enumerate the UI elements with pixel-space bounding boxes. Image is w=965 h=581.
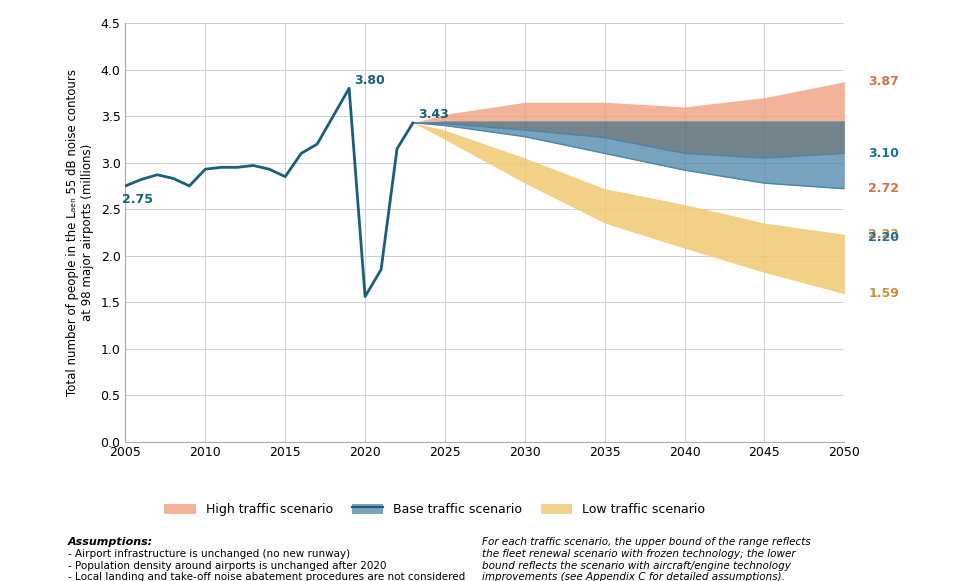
Text: 3.10: 3.10 xyxy=(868,147,899,160)
Text: 2.20: 2.20 xyxy=(868,231,899,243)
Text: 2.72: 2.72 xyxy=(868,182,899,195)
Text: - Airport infrastructure is unchanged (no new runway)
- Population density aroun: - Airport infrastructure is unchanged (n… xyxy=(68,549,465,581)
Text: Assumptions:: Assumptions: xyxy=(68,537,152,547)
Text: 3.43: 3.43 xyxy=(418,108,449,121)
Legend: High traffic scenario, Base traffic scenario, Low traffic scenario: High traffic scenario, Base traffic scen… xyxy=(159,498,710,521)
Text: For each traffic scenario, the upper bound of the range reflects
the fleet renew: For each traffic scenario, the upper bou… xyxy=(482,537,812,581)
Text: 3.80: 3.80 xyxy=(354,74,385,87)
Text: 2.75: 2.75 xyxy=(123,193,153,206)
Text: 3.87: 3.87 xyxy=(868,76,899,88)
Text: 1.59: 1.59 xyxy=(868,287,899,300)
Y-axis label: Total number of people in the Lₐₑₙ 55 dB noise contours
at 98 major airports (mi: Total number of people in the Lₐₑₙ 55 dB… xyxy=(66,69,94,396)
Text: 2.23: 2.23 xyxy=(868,228,899,241)
